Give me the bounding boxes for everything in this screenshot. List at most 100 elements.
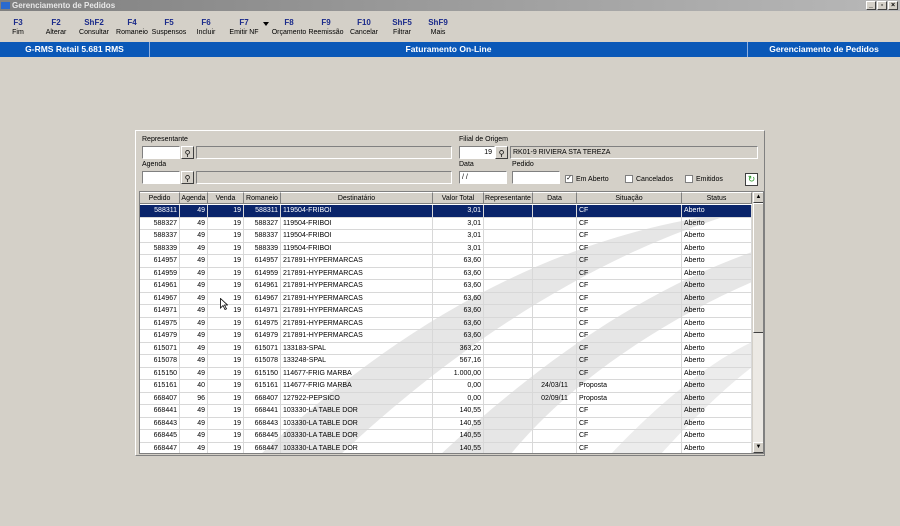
cell-venda: 19 [208, 430, 244, 443]
table-row[interactable]: 615161 40 19 615161 114677-FRIG MARBA 0,00 24/… [140, 380, 752, 393]
toolbar-button-emitir-nf[interactable]: F7 Emitir NF [225, 12, 263, 36]
cell-situa-o: CF [577, 355, 682, 368]
vertical-scrollbar[interactable]: ▲ ▼ [752, 192, 763, 453]
toolbar-button-romaneio[interactable]: F4 Romaneio [113, 12, 151, 36]
column-header-3[interactable]: Romaneio [244, 192, 281, 204]
table-row[interactable]: 588339 49 19 588339 119504-FRIBOI 3,01 CF Abert… [140, 242, 752, 255]
toolbar-button-consultar[interactable]: ShF2 Consultar [75, 12, 113, 36]
cell-data [533, 242, 577, 255]
cell-romaneio: 668445 [244, 430, 281, 443]
scroll-down-arrow-icon[interactable]: ▼ [753, 442, 763, 453]
cell-situa-o: Proposta [577, 380, 682, 393]
table-row[interactable]: 668447 49 19 668447 103330-LA TABLE DOR 140,5… [140, 442, 752, 453]
cell-situa-o: CF [577, 205, 682, 218]
cell-status: Aberto [682, 367, 752, 380]
representante-search-binoculars-icon[interactable]: ⚲ [181, 146, 194, 159]
table-row[interactable]: 668445 49 19 668445 103330-LA TABLE DOR 140,5… [140, 430, 752, 443]
emitir-nf-dropdown-arrow-icon[interactable] [263, 22, 269, 26]
cell-venda: 19 [208, 330, 244, 343]
table-row[interactable]: 615078 49 19 615078 133248-SPAL 567,16 CF Abert… [140, 355, 752, 368]
cell-status: Aberto [682, 380, 752, 393]
representante-input[interactable] [142, 146, 180, 159]
table-row[interactable]: 614959 49 19 614959 217891-HYPERMARCAS 63,60 C… [140, 267, 752, 280]
table-row[interactable]: 668407 96 19 668407 127922-PEPSICO 0,00 02/09/… [140, 392, 752, 405]
filial-input[interactable]: 19 [459, 146, 495, 159]
toolbar-button-alterar[interactable]: F2 Alterar [37, 12, 75, 36]
cell-pedido: 668443 [140, 417, 180, 430]
table-row[interactable]: 614957 49 19 614957 217891-HYPERMARCAS 63,60 C… [140, 255, 752, 268]
cell-status: Aberto [682, 392, 752, 405]
cell-valor-total: 0,00 [433, 380, 484, 393]
emitidos-checkbox[interactable]: Emitidos [685, 175, 723, 183]
column-header-1[interactable]: Agenda [180, 192, 208, 204]
column-header-9[interactable]: Status [682, 192, 752, 204]
cell-pedido: 615078 [140, 355, 180, 368]
column-header-5[interactable]: Valor Total [433, 192, 484, 204]
column-header-6[interactable]: Representante [484, 192, 533, 204]
app-icon [1, 2, 10, 9]
data-input[interactable]: / / [459, 171, 507, 184]
agenda-input[interactable] [142, 171, 180, 184]
cell-representante [484, 430, 533, 443]
close-button[interactable]: × [888, 1, 898, 10]
column-header-7[interactable]: Data [533, 192, 577, 204]
column-header-8[interactable]: Situação [577, 192, 682, 204]
agenda-search-binoculars-icon[interactable]: ⚲ [181, 171, 194, 184]
button-label: Filtrar [393, 29, 411, 36]
cell-venda: 19 [208, 417, 244, 430]
cancelados-label: Cancelados [636, 175, 673, 183]
table-row[interactable]: 668443 49 19 668443 103330-LA TABLE DOR 140,5… [140, 417, 752, 430]
cell-pedido: 588327 [140, 217, 180, 230]
filial-search-binoculars-icon[interactable]: ⚲ [495, 146, 508, 159]
toolbar-button-filtrar[interactable]: ShF5 Filtrar [383, 12, 421, 36]
cell-data [533, 230, 577, 243]
refresh-icon[interactable]: ↻ [745, 173, 758, 186]
table-row[interactable]: 588337 49 19 588337 119504-FRIBOI 3,01 CF Abert… [140, 230, 752, 243]
table-row[interactable]: 588327 49 19 588327 119504-FRIBOI 3,01 CF Abert… [140, 217, 752, 230]
table-row[interactable]: 615150 49 19 615150 114677-FRIG MARBA 1.000,0… [140, 367, 752, 380]
toolbar-button-or-amento[interactable]: F8 Orçamento [270, 12, 308, 36]
shortcut-key: ShF9 [428, 18, 448, 27]
maximize-button[interactable]: ▫ [877, 1, 887, 10]
cell-data [533, 355, 577, 368]
cell-pedido: 668445 [140, 430, 180, 443]
cell-agenda: 49 [180, 367, 208, 380]
minimize-button[interactable]: _ [866, 1, 876, 10]
cell-representante [484, 392, 533, 405]
cell-pedido: 588311 [140, 205, 180, 218]
cancelados-checkbox[interactable]: Cancelados [625, 175, 673, 183]
shortcut-key: F4 [127, 18, 137, 27]
cell-destinat-rio: 103330-LA TABLE DOR [281, 405, 433, 418]
column-header-4[interactable]: Destinatário [281, 192, 433, 204]
pedido-input[interactable] [512, 171, 560, 184]
table-row[interactable]: 614971 49 19 614971 217891-HYPERMARCAS 63,60 C… [140, 305, 752, 318]
toolbar-button-suspensos[interactable]: F5 Suspensos [150, 12, 188, 36]
table-row[interactable]: 614979 49 19 614979 217891-HYPERMARCAS 63,60 C… [140, 330, 752, 343]
table-row[interactable]: 588311 49 19 588311 119504-FRIBOI 3,01 CF Abert… [140, 205, 752, 218]
toolbar-button-cancelar[interactable]: F10 Cancelar [345, 12, 383, 36]
column-header-0[interactable]: Pedido [140, 192, 180, 204]
button-label: Emitir NF [229, 29, 259, 36]
shortcut-key: F6 [201, 18, 211, 27]
cell-valor-total: 63,60 [433, 292, 484, 305]
column-header-2[interactable]: Venda [208, 192, 244, 204]
toolbar-button-mais[interactable]: ShF9 Mais [419, 12, 457, 36]
cell-status: Aberto [682, 205, 752, 218]
toolbar-button-fim[interactable]: F3 Fim [0, 12, 37, 36]
cell-situa-o: Proposta [577, 392, 682, 405]
table-row[interactable]: 668441 49 19 668441 103330-LA TABLE DOR 140,5… [140, 405, 752, 418]
toolbar-button-reemiss-o[interactable]: F9 Reemissão [307, 12, 345, 36]
scroll-up-arrow-icon[interactable]: ▲ [753, 192, 763, 203]
table-row[interactable]: 615071 49 19 615071 133183-SPAL 363,20 CF Abert… [140, 342, 752, 355]
table-row[interactable]: 614961 49 19 614961 217891-HYPERMARCAS 63,60 C… [140, 280, 752, 293]
cell-venda: 19 [208, 380, 244, 393]
toolbar-button-incluir[interactable]: F6 Incluir [187, 12, 225, 36]
em-aberto-checkbox[interactable]: ✓ Em Aberto [565, 175, 609, 183]
cell-situa-o: CF [577, 280, 682, 293]
table-row[interactable]: 614975 49 19 614975 217891-HYPERMARCAS 63,60 C… [140, 317, 752, 330]
cell-destinat-rio: 119504-FRIBOI [281, 205, 433, 218]
scrollbar-thumb[interactable] [753, 203, 763, 333]
cell-data [533, 417, 577, 430]
cell-agenda: 49 [180, 330, 208, 343]
table-row[interactable]: 614967 49 19 614967 217891-HYPERMARCAS 63,60 C… [140, 292, 752, 305]
